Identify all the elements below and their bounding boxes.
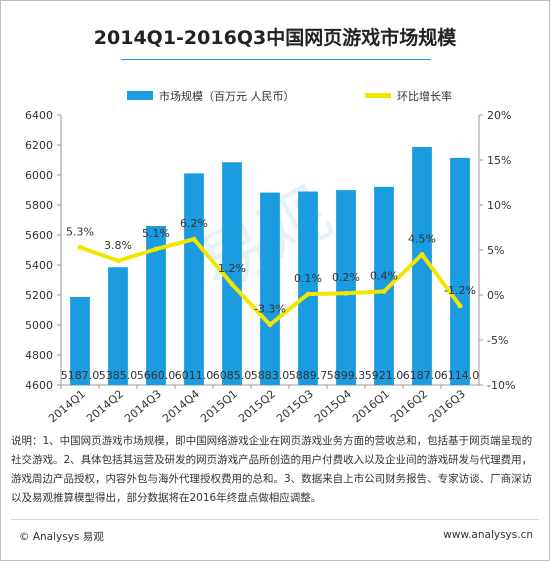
x-tick-label: 2016Q2 (388, 387, 430, 425)
growth-value-label: -3.3% (254, 303, 286, 316)
x-tick-label: 2015Q3 (274, 387, 316, 425)
growth-value-label: -1.2% (444, 284, 476, 297)
bar-value-label: 6085.0 (213, 369, 252, 382)
bar (450, 157, 470, 385)
y-left-tick-label: 5400 (25, 259, 53, 272)
x-tick-label: 2016Q3 (426, 387, 468, 425)
growth-point (305, 291, 311, 297)
bar (336, 190, 356, 385)
growth-point (115, 258, 121, 264)
x-tick-label: 2015Q2 (236, 387, 278, 425)
bar-value-label: 6187.0 (403, 369, 442, 382)
bar (108, 267, 128, 385)
growth-point (343, 290, 349, 296)
growth-point (191, 236, 197, 242)
x-tick-label: 2015Q1 (198, 387, 240, 425)
bar-value-label: 5187.0 (61, 369, 100, 382)
bar-value-label: 5660.0 (137, 369, 176, 382)
bar (184, 173, 204, 385)
footer-divider (11, 519, 539, 520)
y-right-tick-label: -5% (487, 334, 508, 347)
x-tick-label: 2016Q1 (350, 387, 392, 425)
growth-value-label: 5.1% (142, 227, 170, 240)
bar-value-label: 6114.0 (441, 369, 480, 382)
growth-value-label: 1.2% (218, 262, 246, 275)
y-left-tick-label: 6400 (25, 109, 53, 122)
legend: 市场规模（百万元 人民币） 环比增长率 (127, 89, 452, 103)
bar (260, 192, 280, 385)
y-left-tick-label: 5800 (25, 199, 53, 212)
growth-point (419, 252, 425, 257)
growth-value-label: 0.2% (332, 271, 360, 284)
bar (222, 162, 242, 385)
growth-point (381, 288, 387, 294)
notes-text: 说明：1、中国网页游戏市场规模，即中国网络游戏企业在网页游戏业务方面的营收总和，… (11, 435, 533, 504)
y-right-tick-label: 20% (487, 109, 511, 122)
y-left-tick-label: 4800 (25, 349, 53, 362)
bar (374, 186, 394, 385)
growth-value-label: 3.8% (104, 239, 132, 252)
bar (412, 146, 432, 385)
bar-value-label: 5385.0 (99, 369, 138, 382)
bar (298, 191, 318, 385)
chart-title: 2014Q1-2016Q3中国网页游戏市场规模 (93, 27, 457, 49)
growth-point (229, 281, 235, 287)
bar-series (70, 146, 470, 385)
x-tick-label: 2014Q4 (160, 387, 202, 425)
growth-value-label: 0.1% (294, 272, 322, 285)
y-left-tick-label: 5000 (25, 319, 53, 332)
line-series (77, 236, 463, 328)
bar-value-label: 5899.3 (327, 369, 366, 382)
growth-point (457, 303, 463, 309)
x-tick-label: 2014Q3 (122, 387, 164, 425)
growth-point (153, 246, 159, 252)
data-labels: 5187.0 5385.0 5660.0 6011.0 6085.0 5883.0 5889… (61, 217, 480, 382)
legend-swatch-bar (127, 91, 153, 100)
legend-label-line: 环比增长率 (397, 89, 452, 103)
growth-value-label: 5.3% (66, 225, 94, 238)
combo-chart: 易观 市场规模（百万元 人民币）环比增长率 460048005000520054… (25, 89, 515, 425)
growth-value-label: 6.2% (180, 217, 208, 230)
y-right-tick-label: 15% (487, 154, 511, 167)
footer-copyright: © Analysys 易观 (19, 531, 104, 543)
title-underline (121, 59, 431, 60)
bar-value-label: 5883.0 (251, 369, 290, 382)
growth-point (267, 322, 273, 328)
bar (70, 296, 90, 385)
y-left-tick-label: 5600 (25, 229, 53, 242)
legend-swatch-line (365, 93, 391, 98)
bar (146, 226, 166, 385)
growth-value-label: 0.4% (370, 269, 398, 282)
y-left-tick-label: 6200 (25, 139, 53, 152)
y-left-tick-label: 4600 (25, 379, 53, 392)
x-tick-label: 2014Q2 (84, 387, 126, 425)
y-left-tick-label: 6000 (25, 169, 53, 182)
bar-value-label: 6011.0 (175, 369, 214, 382)
y-right-tick-label: 0% (487, 289, 504, 302)
y-right-tick-label: 10% (487, 199, 511, 212)
bar-value-label: 5921.0 (365, 369, 404, 382)
footer-url: www.analysys.cn (443, 529, 533, 541)
x-tick-label: 2014Q1 (46, 387, 88, 425)
x-tick-label: 2015Q4 (312, 387, 354, 425)
growth-value-label: 4.5% (408, 233, 436, 246)
growth-point (77, 244, 83, 250)
y-right-tick-label: 5% (487, 244, 504, 257)
y-left-tick-label: 5200 (25, 289, 53, 302)
bar-value-label: 5889.7 (289, 369, 328, 382)
legend-label-bar: 市场规模（百万元 人民币） (159, 89, 295, 103)
y-right-tick-label: -10% (487, 379, 515, 392)
